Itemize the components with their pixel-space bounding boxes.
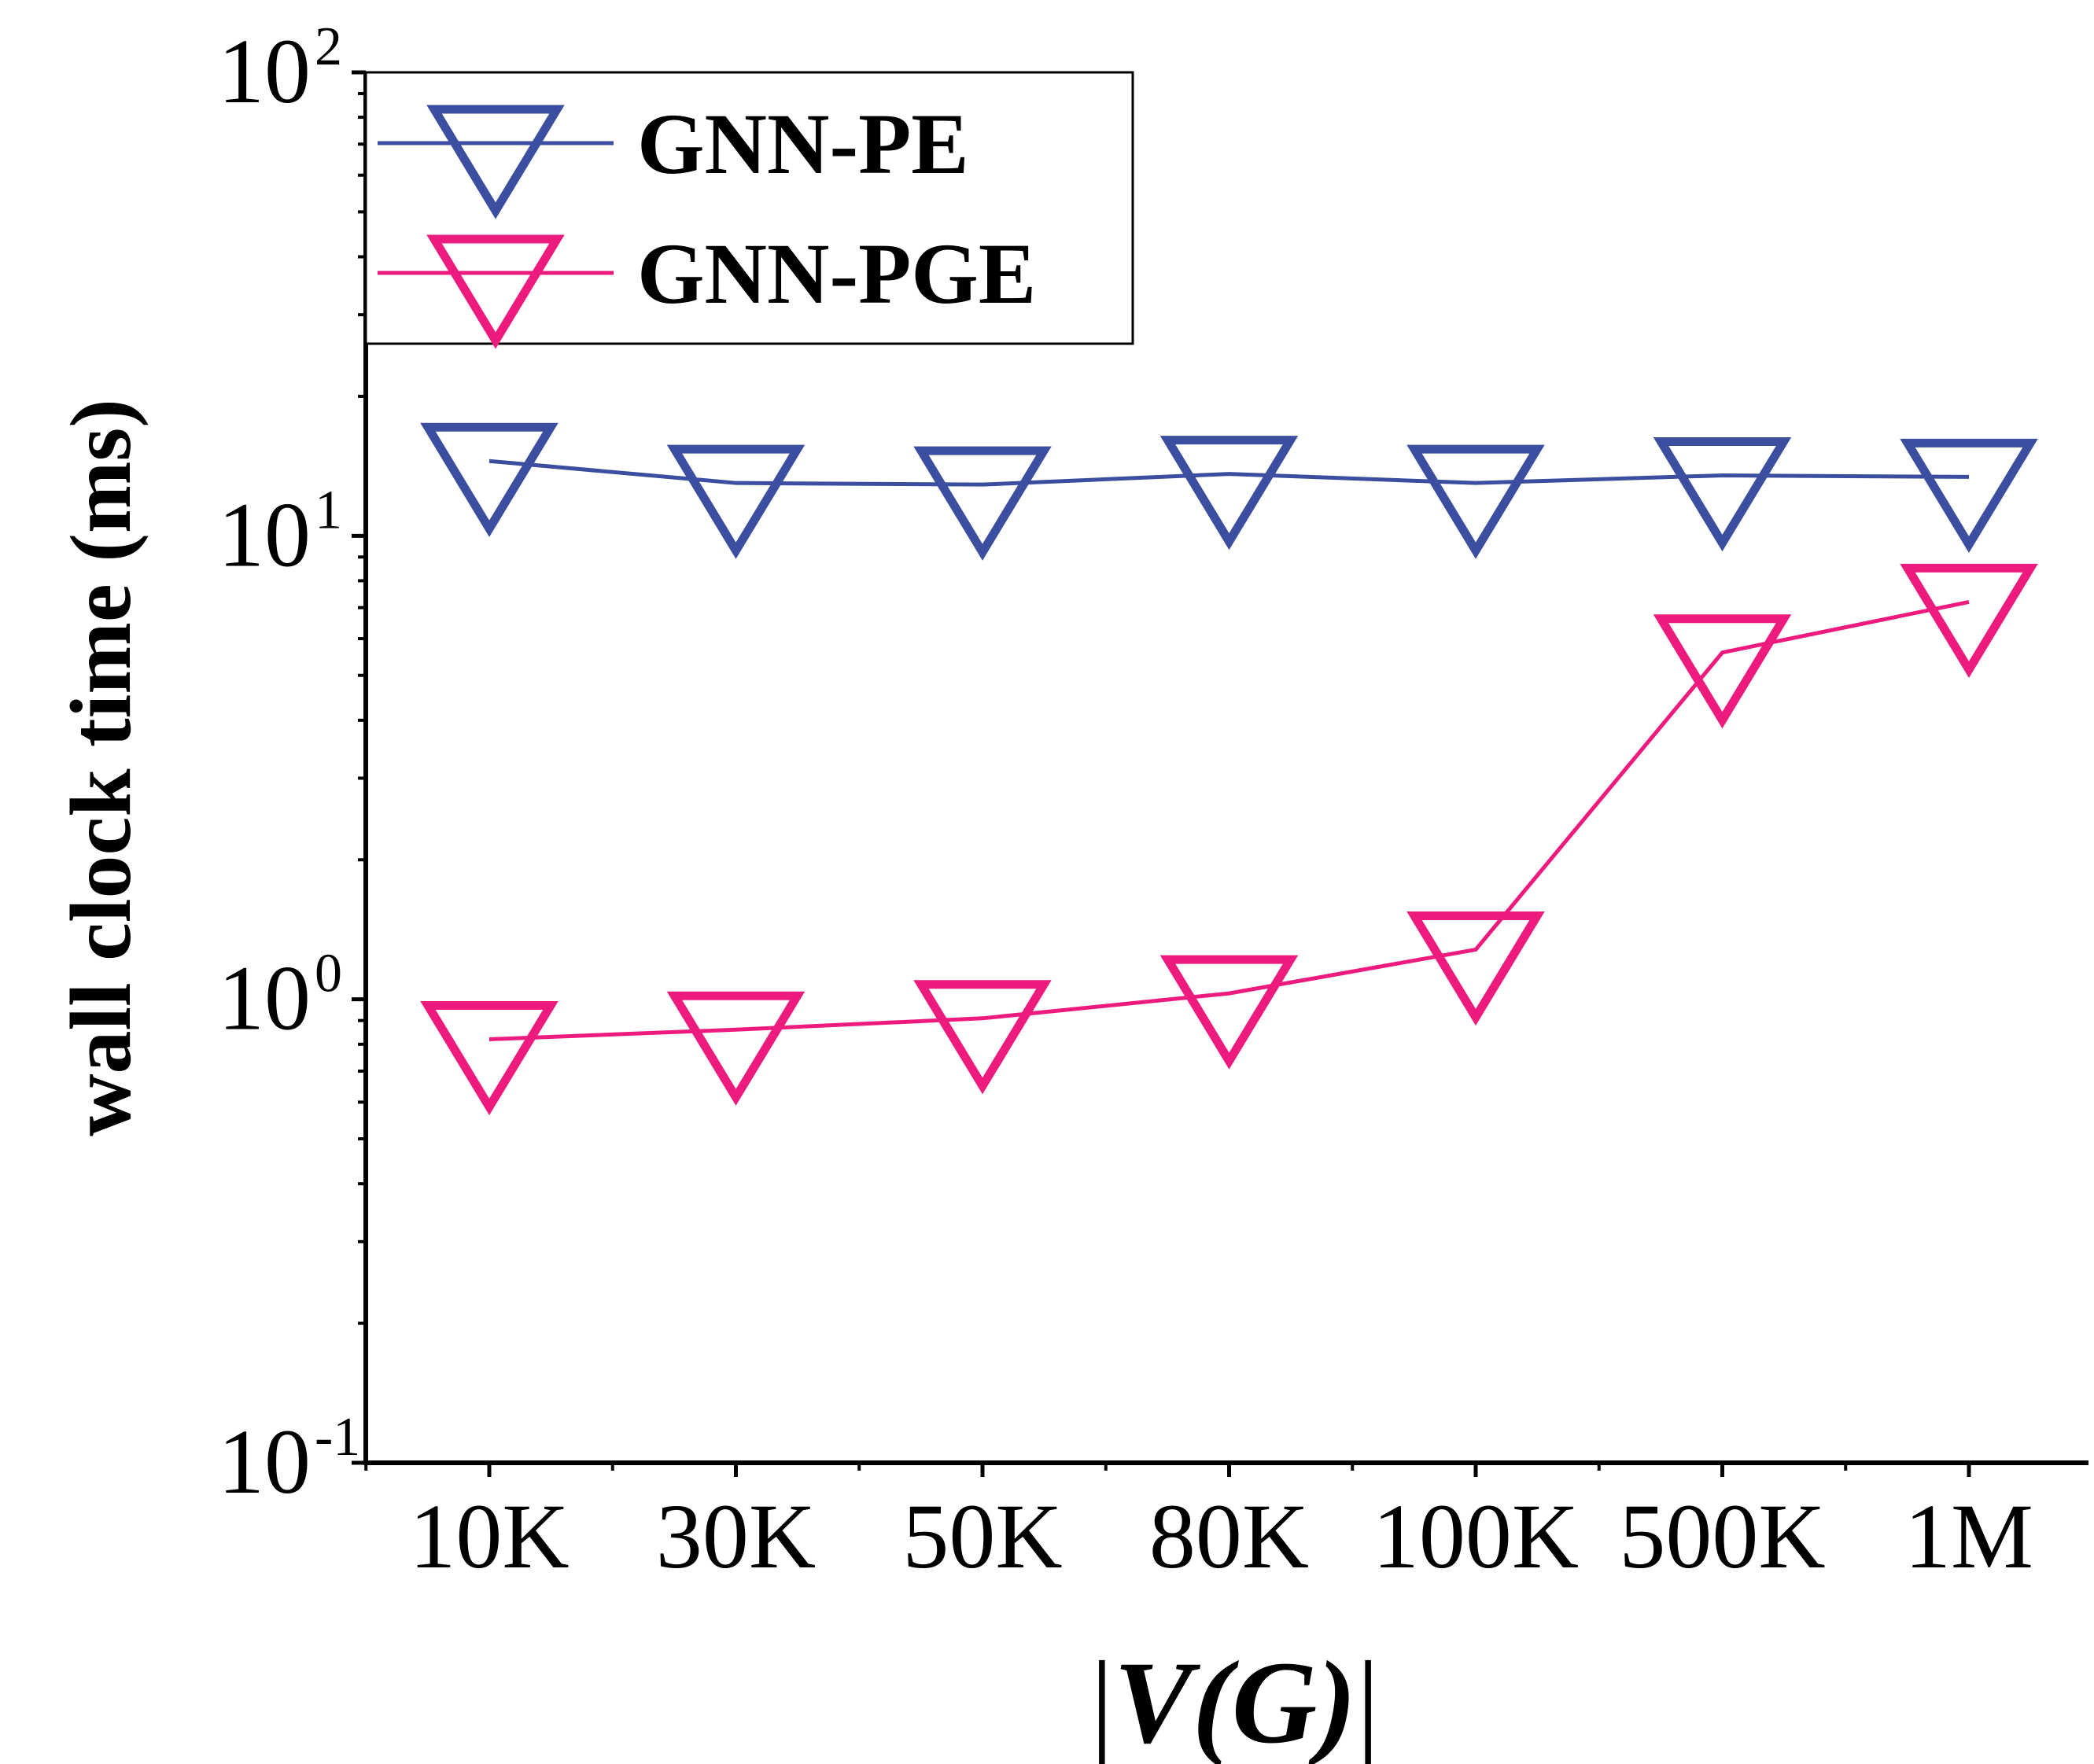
series-layer — [420, 422, 2038, 1116]
x-tick-label: 1M — [1904, 1485, 2033, 1588]
y-tick-label: 10 — [218, 1410, 311, 1513]
legend: GNN-PE GNN-PGE — [364, 71, 1134, 349]
x-tick-label: 80K — [1149, 1485, 1309, 1588]
data-point-marker — [1900, 563, 2038, 679]
y-tick-exponent: 2 — [315, 17, 342, 77]
series-gnn-pe — [420, 422, 2038, 561]
x-axis-ticks: 10K 30K 50K 80K 100K 500K 1M — [364, 1463, 2033, 1588]
x-tick-label: 500K — [1619, 1485, 1825, 1588]
data-point-marker — [420, 1000, 559, 1116]
y-tick-exponent: 1 — [315, 480, 342, 540]
data-point-marker — [420, 422, 559, 537]
x-tick-label: 100K — [1373, 1485, 1579, 1588]
series-gnn-pge — [420, 563, 2038, 1116]
legend-marker — [426, 234, 565, 349]
data-point-marker — [1406, 444, 1545, 559]
data-point-marker — [1653, 437, 1792, 552]
y-axis-label: wall clock time (ms) — [53, 399, 149, 1136]
legend-label: GNN-PGE — [637, 226, 1036, 322]
x-tick-label: 30K — [656, 1485, 816, 1588]
data-point-marker — [1159, 955, 1299, 1070]
x-axis-label: |V(G)| — [1090, 1637, 1380, 1764]
x-tick-label: 10K — [409, 1485, 569, 1588]
series-line — [488, 599, 1970, 1041]
y-tick-exponent: -1 — [315, 1407, 360, 1468]
legend-marker — [426, 105, 565, 219]
data-point-marker — [1900, 438, 2038, 554]
x-tick-label: 50K — [902, 1485, 1062, 1588]
data-point-marker — [666, 444, 806, 559]
data-point-marker — [913, 980, 1052, 1095]
data-point-marker — [1159, 436, 1299, 551]
data-point-marker — [666, 991, 806, 1106]
series-line — [488, 458, 1970, 487]
y-tick-label: 10 — [218, 947, 311, 1050]
legend-label: GNN-PE — [637, 96, 969, 192]
data-point-marker — [1653, 614, 1792, 729]
legend-item: GNN-PE — [378, 96, 969, 219]
y-tick-label: 10 — [218, 483, 311, 586]
legend-item: GNN-PGE — [378, 226, 1036, 349]
y-tick-exponent: 0 — [315, 944, 342, 1004]
data-point-marker — [1406, 911, 1545, 1026]
y-tick-label: 10 — [218, 20, 311, 123]
data-point-marker — [913, 446, 1052, 561]
